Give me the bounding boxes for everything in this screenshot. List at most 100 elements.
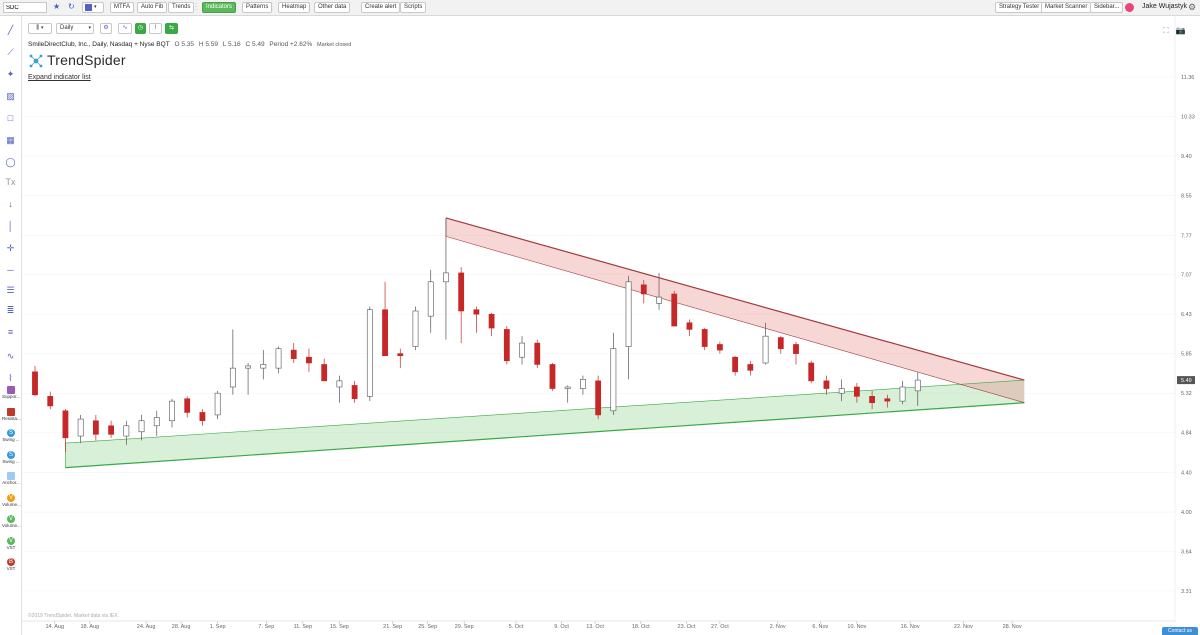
- candle[interactable]: [184, 396, 191, 418]
- color-picker-button[interactable]: ▾: [82, 2, 104, 13]
- resistance-trendline[interactable]: [445, 217, 1025, 381]
- candle[interactable]: [427, 269, 434, 333]
- candle[interactable]: [32, 365, 38, 397]
- candle[interactable]: [884, 394, 891, 408]
- symbol-input[interactable]: [3, 2, 47, 13]
- candle[interactable]: [77, 414, 84, 444]
- heatmap-menu-icon[interactable]: · · ·: [308, 1, 310, 13]
- candle[interactable]: [838, 379, 845, 402]
- candle[interactable]: [473, 306, 480, 333]
- support-trendline[interactable]: [65, 402, 1025, 469]
- camera-icon[interactable]: 📷: [1175, 26, 1186, 35]
- trends-button[interactable]: Trends: [168, 2, 195, 13]
- candle[interactable]: [306, 348, 312, 372]
- refresh-icon[interactable]: ↻: [68, 2, 75, 11]
- indicators-menu-icon[interactable]: · · ·: [235, 1, 237, 13]
- candle[interactable]: [245, 362, 251, 395]
- candle[interactable]: [458, 267, 465, 344]
- fib-extension-icon[interactable]: ≣: [6, 305, 15, 315]
- candle[interactable]: [321, 358, 328, 382]
- candle[interactable]: [503, 326, 510, 365]
- mtfa-button[interactable]: MTFA: [110, 2, 134, 13]
- candle[interactable]: [640, 280, 647, 304]
- candle[interactable]: [534, 339, 541, 369]
- candle[interactable]: [732, 355, 739, 376]
- candle[interactable]: [229, 329, 236, 395]
- crosshair-icon[interactable]: ✛: [6, 243, 15, 253]
- candle[interactable]: [153, 410, 160, 437]
- candle[interactable]: [595, 375, 602, 420]
- circle-tool-icon[interactable]: ◯: [5, 157, 16, 167]
- wave-icon[interactable]: ∿: [118, 23, 132, 34]
- price-range-icon[interactable]: ∿: [6, 351, 15, 361]
- candle[interactable]: [351, 380, 358, 403]
- indicator-chip[interactable]: S Swing ...: [2, 429, 20, 442]
- magic-wand-icon[interactable]: ✦: [6, 69, 15, 79]
- channel-tool-icon[interactable]: ▨: [6, 91, 15, 101]
- candle[interactable]: [169, 398, 175, 428]
- fib-retracement-icon[interactable]: ☰: [6, 285, 15, 295]
- candle[interactable]: [366, 306, 373, 402]
- candle[interactable]: [382, 281, 388, 357]
- candle[interactable]: [777, 336, 784, 354]
- indicator-chip[interactable]: V VST: [2, 536, 20, 550]
- candle[interactable]: [214, 390, 221, 420]
- candle[interactable]: [869, 390, 875, 410]
- clock-icon[interactable]: ◷: [135, 23, 146, 34]
- candle[interactable]: [625, 275, 632, 380]
- candle[interactable]: [914, 372, 921, 406]
- candle[interactable]: [762, 322, 769, 365]
- patterns-menu-icon[interactable]: · · ·: [271, 1, 273, 13]
- candle[interactable]: [397, 348, 404, 369]
- candle[interactable]: [671, 290, 678, 327]
- compare-icon[interactable]: ⇆: [165, 23, 178, 34]
- candle[interactable]: [488, 312, 495, 337]
- auto-fib-button[interactable]: Auto Fib: [137, 2, 168, 13]
- patterns-button[interactable]: Patterns: [242, 2, 273, 13]
- candle[interactable]: [138, 414, 145, 441]
- expand-indicator-list-link[interactable]: Expand indicator list: [28, 74, 91, 81]
- candle[interactable]: [686, 319, 693, 337]
- avatar[interactable]: [1125, 3, 1134, 12]
- candle[interactable]: [290, 343, 297, 363]
- chart-type-button[interactable]: ⫼ ▾: [28, 23, 52, 34]
- sidebar-button[interactable]: Sidebar...: [1090, 2, 1124, 13]
- line-tool-icon[interactable]: ⟋: [7, 47, 14, 57]
- zigzag-icon[interactable]: ⌇: [8, 373, 13, 383]
- candle[interactable]: [793, 341, 799, 365]
- indicator-chip[interactable]: V Volume...: [2, 493, 21, 507]
- candle[interactable]: [564, 385, 571, 403]
- candle[interactable]: [275, 346, 282, 374]
- text-tool-icon[interactable]: Tx: [5, 177, 16, 187]
- create-alert-button[interactable]: Create alert: [361, 2, 401, 13]
- candle[interactable]: [519, 336, 525, 365]
- resistance-channel-bottom-line[interactable]: [445, 236, 1025, 404]
- user-name[interactable]: Jake Wujastyk: [1142, 3, 1187, 10]
- candle[interactable]: [610, 332, 617, 415]
- filled-rectangle-icon[interactable]: ▦: [6, 135, 15, 145]
- candle[interactable]: [580, 375, 586, 395]
- candle[interactable]: [260, 350, 267, 380]
- candle[interactable]: [899, 380, 906, 405]
- levels-icon[interactable]: ≡: [7, 327, 14, 337]
- gear-icon[interactable]: ⚙: [1188, 2, 1197, 12]
- candle[interactable]: [443, 217, 449, 340]
- candle[interactable]: [701, 328, 708, 351]
- candle[interactable]: [123, 420, 130, 445]
- candle[interactable]: [823, 375, 830, 395]
- support-channel-top-line[interactable]: [65, 379, 1025, 444]
- heatmap-button[interactable]: Heatmap: [278, 2, 311, 13]
- indicators-button[interactable]: Indicators: [202, 2, 237, 13]
- chart-settings-icon[interactable]: ⚙: [100, 23, 112, 34]
- candle[interactable]: [412, 306, 419, 351]
- horizontal-line-icon[interactable]: ─: [7, 265, 14, 275]
- candle[interactable]: [47, 391, 54, 410]
- indicator-chip[interactable]: B VST: [2, 558, 20, 571]
- candle[interactable]: [92, 414, 99, 441]
- trendline-tool-icon[interactable]: ╱: [7, 25, 14, 35]
- candle[interactable]: [716, 341, 723, 354]
- other-data-button[interactable]: Other data: [314, 2, 351, 13]
- candle[interactable]: [108, 420, 114, 438]
- candle[interactable]: [747, 360, 754, 376]
